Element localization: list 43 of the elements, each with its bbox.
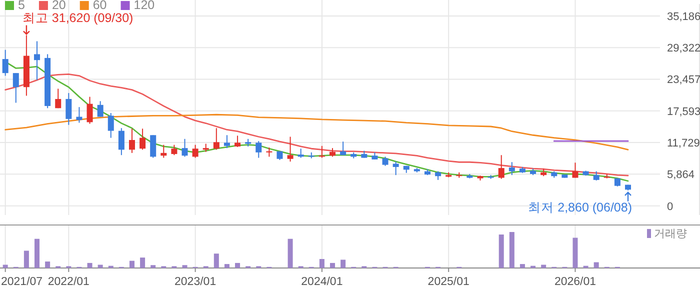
y-tick-label: 5,864 <box>667 169 695 182</box>
bar <box>150 265 156 268</box>
bar <box>541 264 546 268</box>
x-tick-label: 2021/07 <box>1 276 43 288</box>
x-tick-label: 2025/01 <box>428 276 470 288</box>
annotation: 최고 31,620 (09/30) <box>22 11 134 26</box>
bar <box>2 264 8 268</box>
bar <box>224 264 230 268</box>
bar <box>45 262 50 268</box>
y-tick-label: 23,457 <box>667 74 700 86</box>
annotation: 최저 2,860 (06/08) <box>528 200 632 214</box>
legend-label: 60 <box>92 0 107 12</box>
bar <box>319 259 324 268</box>
bar <box>288 238 293 268</box>
bar <box>498 234 504 268</box>
x-tick-label: 2023/01 <box>174 276 216 288</box>
bar <box>98 264 103 268</box>
bar <box>214 254 219 268</box>
bar <box>572 238 578 268</box>
y-tick-label: 29,322 <box>667 42 700 55</box>
bar <box>129 260 134 268</box>
bar <box>594 262 599 268</box>
bar <box>87 262 92 268</box>
y-tick-label: 11,729 <box>667 138 700 150</box>
y-tick-label: 35,186 <box>667 10 700 23</box>
bar <box>182 265 188 268</box>
x-tick-label: 2026/01 <box>554 276 596 288</box>
bar <box>509 232 514 268</box>
legend-label: 20 <box>52 0 66 12</box>
y-tick-label: 0 <box>667 200 674 213</box>
x-tick-label: 2024/01 <box>301 276 343 288</box>
bar <box>520 264 525 268</box>
x-tick-label: 2022/01 <box>48 276 90 288</box>
bar <box>340 260 346 268</box>
bar <box>34 238 40 268</box>
legend-label: 120 <box>134 0 155 12</box>
legend-label: 거래량 <box>654 228 687 240</box>
bar <box>24 250 29 268</box>
bar <box>330 262 336 268</box>
y-tick-label: 17,593 <box>667 106 700 118</box>
bar <box>140 258 146 268</box>
bar <box>235 262 240 268</box>
legend-label: 5 <box>18 0 25 12</box>
